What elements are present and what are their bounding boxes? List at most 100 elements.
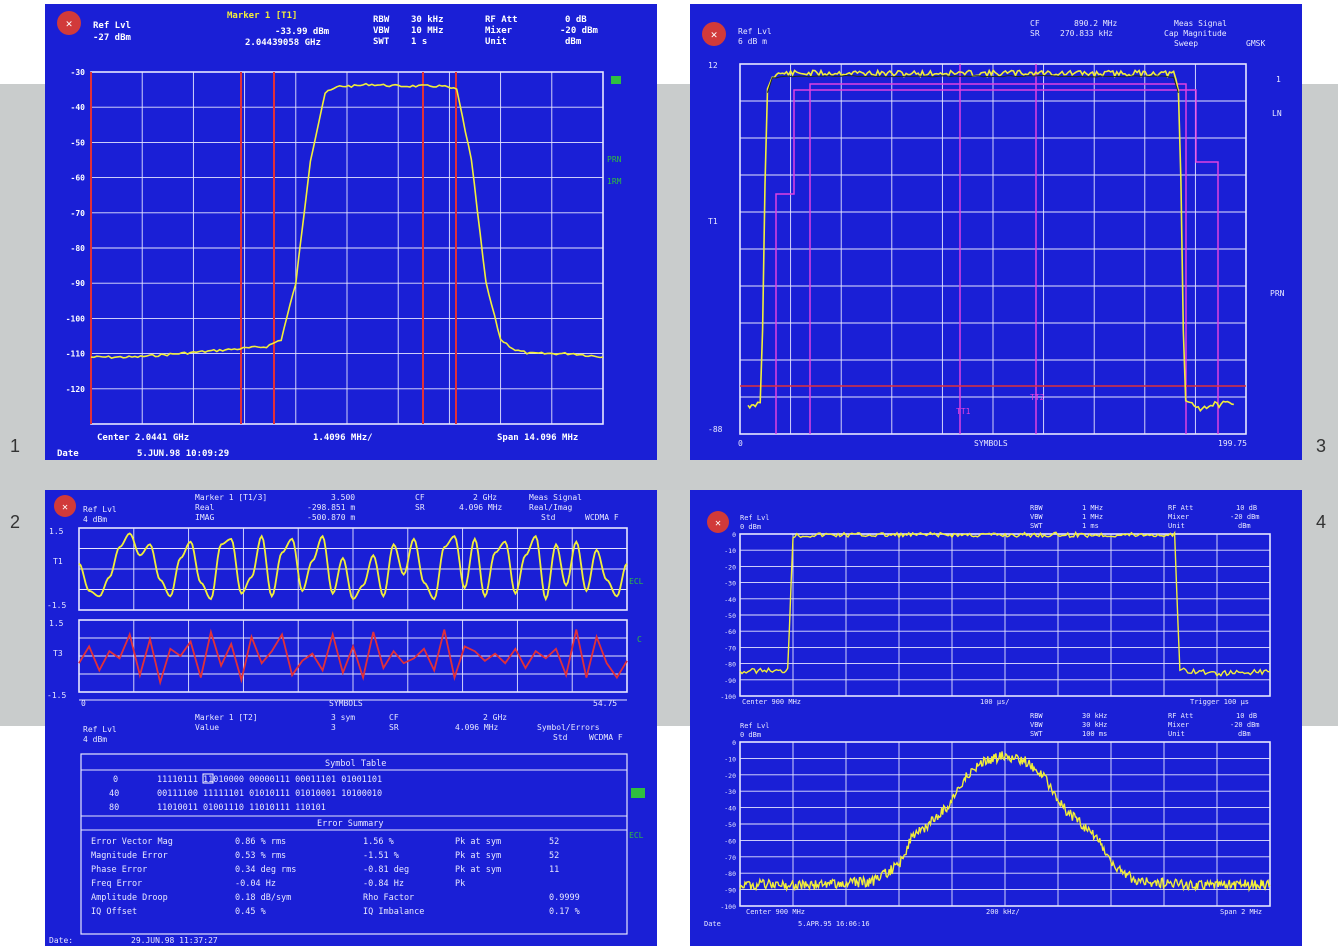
bot-swt-label: SWT [1030,730,1043,738]
real-imag: Real/Imag [529,503,573,512]
bottom-y-tick: -100 [720,903,736,911]
unit-value: dBm [565,37,582,47]
vector-analysis-screen-2: ✕ Ref Lvl 4 dBm Marker 1 [T1/3] Real IMA… [45,490,657,946]
bot-rfatt-value: 10 dB [1236,712,1257,720]
x-start: 0 [738,439,743,448]
error-row: Freq Error -0.04 Hz -0.84 Hz Pk [91,879,465,889]
sym-row-index: 80 [109,803,119,813]
inner-mask [809,83,1187,434]
screen2-svg: ✕ Ref Lvl 4 dBm Marker 1 [T1/3] Real IMA… [47,493,645,945]
screen4-y-ticks: 0 0 -10 -10 -20 -20 -30 -30 -40 -40 -50 -50 -60 -60 -7… [720,531,736,911]
marker-value-3: -500.870 m [307,513,355,522]
bot-tick-mid: T3 [53,649,63,658]
cf-label: CF [415,493,425,502]
top-ref-label: Ref Lvl [740,514,770,522]
upper-mask [775,89,1219,434]
error-rms: 0.34 deg rms [235,865,296,875]
top-y-tick: -50 [724,612,736,620]
meas-signal: Meas Signal [1174,19,1227,28]
error-sym: 52 [549,837,559,847]
figure-number-2: 2 [10,512,21,532]
figure-number-4: 4 [1316,512,1327,532]
bottom-y-tick: -40 [724,805,736,813]
spectrum-screen-1: ✕ Ref Lvl -27 dBm Marker 1 [T1] -33.99 d… [45,4,657,460]
top-trigger: Trigger 100 µs [1190,698,1249,706]
ref-level-label: Ref Lvl [83,505,117,514]
date-value: 5.JUN.98 10:09:29 [137,449,229,459]
top-y-tick: -40 [724,596,736,604]
y-tick-label: -70 [71,209,86,218]
screen1-y-ticks: -30 -40 -50 -60 -70 -80 -90 -100 -110 -120 [66,68,85,394]
error-pk-label: Pk at sym [455,837,501,847]
x-label: SYMBOLS [974,439,1008,448]
top-y-tick: -70 [724,644,736,652]
screen3-limit-masks [775,64,1219,434]
bot-tick-low: -1.5 [47,691,66,700]
mode-value: GMSK [1246,39,1265,48]
right-label-ln: LN [1272,109,1282,118]
bot-vbw-value: 30 kHz [1082,721,1107,729]
ref-level-value: -27 dBm [93,33,132,43]
error-row: IQ Offset 0.45 % IQ Imbalance 0.17 % [91,907,580,917]
error-rms: 0.86 % rms [235,837,286,847]
m2-value-1: 3 sym [331,713,355,722]
rbw-label: RBW [373,15,390,25]
bot-center: Center 900 MHz [746,908,805,916]
screen3-trace [747,68,1234,413]
error-sym: 0.9999 [549,893,580,903]
spectrum-trace [739,751,1271,893]
top-unit-value: dBm [1238,522,1251,530]
y-tick-label: -30 [71,68,86,77]
swt-value: 1 s [411,37,427,47]
bot-vbw-label: VBW [1030,721,1043,729]
m2-row-value: Value [195,723,219,732]
rf-att-value: 0 dB [565,15,587,25]
unit-label: Unit [485,36,507,47]
error-summary-title: Error Summary [317,819,384,829]
marker-value-2: -298.851 m [307,503,355,512]
bottom-y-tick: -70 [724,854,736,862]
bottom-y-tick: -80 [724,870,736,878]
rs-logo: ✕ [54,495,76,517]
bottom-y-tick: -20 [724,772,736,780]
error-name: Magnitude Error [91,851,168,861]
bot-unit-value: dBm [1238,730,1251,738]
bot-rbw-label: RBW [1030,712,1043,720]
symbol-error-panel [80,753,628,935]
cf-label: CF [1030,19,1040,28]
bot-ref-label: Ref Lvl [740,722,770,730]
m2-sr-value: 4.096 MHz [455,723,499,732]
y-tick-label: -60 [71,174,86,183]
symbol-table-title: Symbol Table [325,759,386,769]
rs-logo-mark: ✕ [62,502,68,513]
marker-title: Marker 1 [T1/3] [195,493,267,502]
bottom-y-tick: -50 [724,821,736,829]
ref-level-value: 4 dBm [83,515,107,524]
right-label-prn: PRN [607,155,622,164]
m2-symbol-errors: Symbol/Errors [537,723,600,732]
right-label-ecl: ECL [629,577,644,586]
bottom-y-tick: -30 [724,788,736,796]
screen3-svg: ✕ Ref Lvl 6 dB m CF 890.2 MHz SR 270.833… [702,19,1285,448]
sr-value: 4.096 MHz [459,503,503,512]
rs-logo: ✕ [57,11,81,35]
axis-x-label: SYMBOLS [329,699,363,708]
error-row: Amplitude Droop 0.18 dB/sym Rho Factor 0… [91,893,580,903]
error-peak: -1.51 % [363,851,399,861]
bot-ref-value: 0 dBm [740,731,761,739]
x-end: 199.75 [1218,439,1247,448]
top-y-tick: -30 [724,580,736,588]
freq-div: 1.4096 MHz/ [313,433,373,443]
top-swt-value: 1 ms [1082,522,1099,530]
m2-ref-value: 4 dBm [83,735,107,744]
y-tick-label: -40 [71,103,86,112]
cf-value: 890.2 MHz [1074,19,1118,28]
date-label: Date [704,920,721,928]
imag-trace [78,628,628,686]
top-swt-label: SWT [1030,522,1043,530]
tt2-label: TT2 [1030,393,1045,402]
screen1-marker-flag [611,76,621,84]
y-tick-label: -80 [71,244,86,253]
sr-label: SR [415,503,425,512]
center-freq: Center 2.0441 GHz [97,433,189,443]
